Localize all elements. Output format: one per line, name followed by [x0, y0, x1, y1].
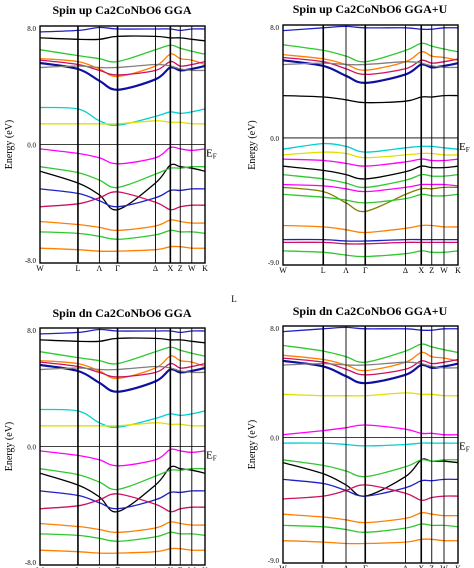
k-point-label: K: [202, 566, 208, 568]
panel-title: Spin dn Ca2CoNbO6 GGA+U: [293, 304, 448, 318]
k-point-label: L: [321, 266, 326, 275]
k-point-label: Δ: [403, 266, 408, 275]
plot-frame: [39, 327, 206, 566]
fermi-label: EF: [206, 450, 217, 463]
k-point-label: Δ: [403, 564, 408, 568]
k-point-label: Z: [429, 564, 434, 568]
k-point-label: Λ: [96, 566, 102, 568]
y-tick-label: -8.0: [25, 257, 37, 265]
y-tick-label: 0.0: [27, 444, 36, 452]
k-point-label: Δ: [153, 264, 158, 273]
y-axis-label: Energy (eV): [4, 120, 15, 170]
y-axis-label: Energy (eV): [247, 120, 258, 170]
y-tick-label: -8.0: [25, 559, 37, 567]
y-tick-label: 0.0: [270, 435, 279, 443]
panel-title: Spin dn Ca2CoNbO6 GGA: [52, 306, 191, 320]
k-point-label: W: [36, 264, 44, 273]
k-point-label: W: [279, 266, 287, 275]
k-point-label: Γ: [115, 264, 120, 273]
k-point-label: Λ: [343, 266, 349, 275]
k-point-label: L: [76, 264, 81, 273]
k-point-label: Γ: [363, 564, 368, 568]
k-point-label: W: [188, 566, 196, 568]
k-point-label: L: [76, 566, 81, 568]
k-point-label: W: [440, 266, 448, 275]
y-axis-label: Energy (eV): [4, 422, 15, 472]
y-tick-label: 8.0: [270, 24, 279, 32]
k-point-label: Z: [178, 566, 183, 568]
plot-frame: [39, 25, 206, 264]
band-panel-2: Spin up Ca2CoNbO6 GGA+U 8.0 0.0 -9.0 Energy …: [247, 2, 470, 275]
band-panel-3: Spin dn Ca2CoNbO6 GGA 8.0 0.0 -8.0 Energy (e…: [4, 306, 217, 568]
y-tick-label: -9.0: [268, 557, 280, 565]
stray-label: L: [231, 294, 237, 304]
k-point-label: W: [440, 564, 448, 568]
y-tick-label: 8.0: [270, 325, 279, 333]
k-point-label: X: [167, 264, 173, 273]
k-point-label: W: [36, 566, 44, 568]
k-point-label: Z: [178, 264, 183, 273]
k-point-label: W: [279, 564, 287, 568]
y-axis-label: Energy (eV): [247, 420, 258, 470]
y-tick-label: -9.0: [268, 259, 280, 267]
k-point-label: X: [418, 564, 424, 568]
panel-title: Spin up Ca2CoNbO6 GGA: [52, 3, 191, 17]
plot-frame: [282, 24, 459, 266]
k-point-label: W: [188, 264, 196, 273]
k-point-label: Γ: [363, 266, 368, 275]
fermi-label: EF: [459, 441, 470, 454]
band-panel-1: Spin up Ca2CoNbO6 GGA 8.0 0.0 -8.0 Energy (e…: [4, 3, 217, 273]
y-tick-label: 8.0: [27, 25, 36, 33]
k-point-label: K: [202, 264, 208, 273]
k-point-label: L: [321, 564, 326, 568]
k-point-label: Λ: [343, 564, 349, 568]
k-point-label: Γ: [115, 566, 120, 568]
k-point-label: K: [455, 266, 461, 275]
k-point-label: Δ: [153, 566, 158, 568]
k-point-label: X: [418, 266, 424, 275]
band-panel-4: Spin dn Ca2CoNbO6 GGA+U 8.0 0.0 -9.0 Energy …: [247, 304, 470, 568]
fermi-label: EF: [206, 148, 217, 161]
panel-title: Spin up Ca2CoNbO6 GGA+U: [293, 2, 448, 16]
k-point-label: K: [455, 564, 461, 568]
k-point-label: X: [167, 566, 173, 568]
y-tick-label: 8.0: [27, 327, 36, 335]
y-tick-label: 0.0: [27, 142, 36, 150]
y-tick-label: 0.0: [270, 135, 279, 143]
k-point-label: Λ: [96, 264, 102, 273]
fermi-label: EF: [459, 141, 470, 154]
k-point-label: Z: [429, 266, 434, 275]
plot-frame: [282, 325, 459, 564]
